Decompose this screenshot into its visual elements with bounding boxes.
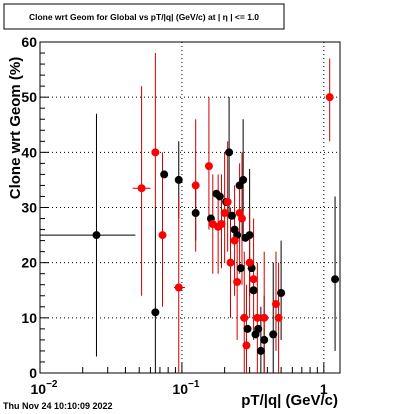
data-point-red: [325, 93, 334, 102]
data-point-red: [260, 313, 269, 322]
y-axis-title: Clone wrt Geom (%): [7, 57, 24, 200]
y-tick-label: 60: [21, 34, 37, 50]
y-tick-label: 30: [21, 200, 37, 216]
y-tick-label: 10: [21, 310, 37, 326]
chart-title-box: Clone wrt Geom for Global vs pT/|q| (GeV…: [3, 3, 285, 30]
data-point-black: [215, 192, 224, 201]
x-axis-title: pT/|q| (GeV/c): [241, 392, 338, 409]
error-bars: [40, 53, 336, 373]
data-point-black: [236, 264, 245, 273]
data-point-red: [274, 313, 283, 322]
y-tick-label: 40: [21, 144, 37, 160]
data-point-black: [239, 175, 248, 184]
data-point-red: [158, 231, 167, 240]
x-tick-label: 1: [320, 381, 328, 397]
data-point-red: [253, 313, 262, 322]
x-tick-label: 10−1: [172, 379, 199, 397]
data-point-red: [271, 300, 280, 309]
data-point-red: [191, 181, 200, 190]
data-point-black: [260, 335, 269, 344]
y-tick-label: 0: [29, 365, 37, 381]
data-point-black: [269, 330, 278, 339]
data-point-red: [174, 283, 183, 292]
data-point-black: [160, 170, 169, 179]
y-tick-label: 50: [21, 89, 37, 105]
data-point-black: [331, 275, 340, 284]
data-point-black: [174, 175, 183, 184]
data-point-red: [226, 258, 235, 267]
chart-title-frame: [3, 3, 285, 30]
y-tick-label: 20: [21, 255, 37, 271]
data-point-red: [245, 258, 254, 267]
data-point-black: [254, 324, 263, 333]
data-point-red: [223, 197, 232, 206]
data-point-black: [92, 231, 101, 240]
data-point-red: [237, 214, 246, 223]
data-point-black: [245, 231, 254, 240]
data-point-black: [256, 346, 265, 355]
timestamp: Thu Nov 24 10:10:09 2022: [3, 401, 113, 411]
data-markers: [92, 93, 340, 355]
axis-ticks: [39, 41, 325, 374]
data-point-red: [240, 313, 249, 322]
data-point-black: [151, 308, 160, 317]
data-point-black: [277, 289, 286, 298]
tick-labels: 0 10 20 30 40 50 60 10−2 10−1 1: [21, 34, 328, 397]
chart-title: Clone wrt Geom for Global vs pT/|q| (GeV…: [29, 12, 259, 22]
data-point-red: [249, 275, 258, 284]
data-point-red: [220, 209, 229, 218]
data-point-red: [217, 220, 226, 229]
data-point-red: [151, 148, 160, 157]
data-point-black: [225, 148, 234, 157]
data-point-black: [243, 324, 252, 333]
data-point-red: [230, 236, 239, 245]
grid-lines: [40, 42, 340, 373]
data-point-black: [249, 286, 258, 295]
data-point-red: [137, 184, 146, 193]
data-point-red: [204, 162, 213, 171]
x-tick-label: 10−2: [31, 379, 58, 397]
data-point-red: [233, 277, 242, 286]
data-point-black: [227, 211, 236, 220]
data-point-red: [242, 341, 251, 350]
data-point-black: [191, 209, 200, 218]
